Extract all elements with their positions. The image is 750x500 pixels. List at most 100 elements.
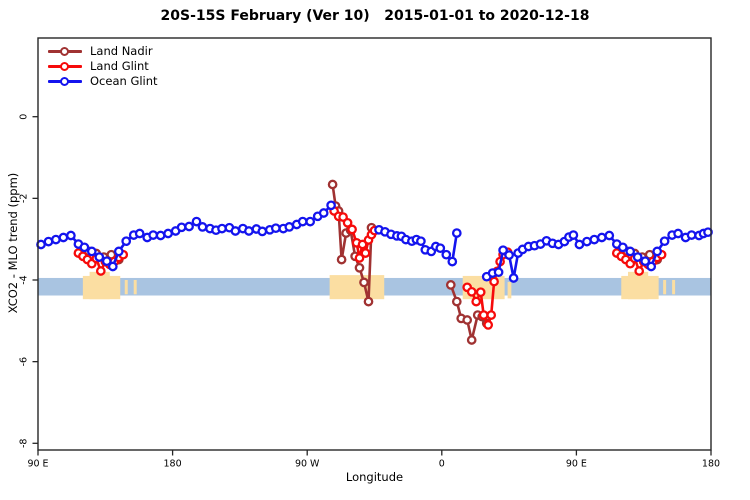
- ocean-glint-line-marker-icon: [48, 76, 82, 87]
- y-tick-label: -6: [19, 357, 30, 366]
- series-ocean-glint-point: [184, 221, 194, 232]
- x-tick-label: 90 E: [27, 459, 48, 470]
- series-ocean-glint-point: [297, 216, 308, 227]
- series-land-glint-point: [486, 310, 497, 320]
- x-axis-label: Longitude: [345, 470, 404, 484]
- x-tick-label: 90 W: [295, 459, 320, 470]
- highlight-region: [133, 280, 137, 295]
- series-land-glint-point: [360, 248, 371, 258]
- series-ocean-glint-point: [568, 230, 579, 240]
- highlight-region: [329, 275, 385, 300]
- series-ocean-glint-point: [155, 230, 166, 241]
- highlight-region: [124, 280, 128, 295]
- y-tick-label: -8: [19, 439, 30, 448]
- legend-item-ocean-glint: Ocean Glint: [48, 74, 158, 89]
- series-ocean-glint-point: [86, 246, 97, 257]
- series-ocean-glint-point: [589, 234, 600, 245]
- series-ocean-glint-point: [66, 230, 76, 241]
- legend-label: Land Glint: [90, 59, 149, 73]
- series-ocean-glint-point: [191, 216, 202, 227]
- highlight-region: [627, 271, 649, 300]
- series-ocean-glint-point: [451, 228, 462, 238]
- series-ocean-glint-point: [113, 246, 124, 257]
- series-ocean-glint-point: [596, 232, 607, 243]
- series-land-nadir-point: [363, 296, 374, 307]
- series-land-nadir-point: [354, 262, 365, 273]
- series-ocean-glint-point: [441, 249, 452, 260]
- plot-box: [37, 37, 712, 451]
- highlight-region: [89, 271, 110, 300]
- series-ocean-glint-point: [197, 222, 208, 232]
- series-ocean-glint-point: [270, 223, 281, 234]
- series-ocean-glint-point: [604, 230, 615, 241]
- series-land-nadir-point: [327, 179, 338, 190]
- series-land-glint-point: [357, 239, 368, 250]
- series-ocean-glint-point: [508, 273, 519, 283]
- series-ocean-glint-point: [416, 236, 426, 247]
- series-ocean-glint-point: [51, 234, 61, 245]
- series-ocean-glint-point: [652, 246, 663, 257]
- series-land-glint-point: [475, 287, 486, 298]
- x-tick-label: 0: [439, 459, 445, 470]
- highlight-region: [663, 280, 667, 295]
- series-land-nadir-point: [359, 277, 369, 288]
- series-land-nadir-point: [451, 296, 462, 307]
- series-ocean-glint-point: [244, 226, 254, 236]
- series-ocean-glint-point: [107, 261, 118, 272]
- series-ocean-glint-point: [498, 245, 508, 256]
- series-land-nadir-point: [445, 280, 456, 290]
- series-land-glint-point: [478, 310, 489, 320]
- series-ocean-glint-point: [101, 256, 112, 267]
- series-land-glint-point: [483, 320, 494, 330]
- series-land-glint-point: [354, 253, 365, 263]
- series-land-glint-point: [95, 266, 106, 276]
- y-axis-label: XCO2 - MLO trend (ppm): [6, 172, 20, 314]
- land-nadir-line-marker-icon: [48, 46, 82, 57]
- series-ocean-glint-point: [617, 242, 628, 253]
- series-ocean-glint-point: [163, 228, 173, 239]
- series-ocean-glint-point: [134, 228, 145, 239]
- series-ocean-glint-point: [176, 222, 187, 233]
- x-tick-label: 180: [164, 459, 182, 470]
- series-ocean-glint-point: [318, 208, 329, 218]
- series-ocean-glint-point: [121, 236, 132, 247]
- series-land-glint-point: [471, 296, 482, 307]
- x-tick-label: 90 E: [566, 459, 587, 470]
- series-land-nadir-point: [462, 315, 473, 325]
- land-glint-line-marker-icon: [48, 61, 82, 72]
- chart-title: 20S-15S February (Ver 10) 2015-01-01 to …: [160, 8, 590, 24]
- x-tick-label: 180: [702, 459, 720, 470]
- legend-item-land-nadir: Land Nadir: [48, 44, 158, 59]
- series-ocean-glint-point: [574, 239, 585, 250]
- series-ocean-glint-point: [625, 246, 636, 257]
- legend-item-land-glint: Land Glint: [48, 59, 158, 74]
- legend-label: Ocean Glint: [90, 74, 158, 88]
- y-tick-label: -4: [19, 275, 30, 284]
- series-ocean-glint-point: [673, 228, 683, 239]
- series-land-glint-point: [466, 286, 477, 297]
- y-tick-label: -2: [19, 194, 30, 203]
- series-ocean-glint-point: [217, 223, 227, 234]
- series-land-glint-point: [489, 276, 499, 287]
- legend-label: Land Nadir: [90, 44, 153, 58]
- series-ocean-glint-point: [447, 256, 458, 267]
- series-land-glint-point: [634, 266, 645, 276]
- legend: Land Nadir Land Glint Ocean Glint: [48, 44, 158, 89]
- series-ocean-glint-point: [79, 242, 90, 253]
- series-ocean-glint-point: [504, 250, 514, 260]
- highlight-region: [672, 280, 676, 295]
- series-ocean-glint-point: [326, 200, 336, 211]
- series-land-glint-point: [342, 217, 353, 228]
- series-land-nadir-point: [466, 335, 477, 345]
- series-ocean-glint-point: [493, 267, 504, 278]
- series-ocean-glint-point: [230, 226, 241, 236]
- series-ocean-glint-point: [58, 232, 69, 243]
- series-ocean-glint-point: [646, 261, 657, 272]
- series-ocean-glint-point: [94, 252, 105, 262]
- series-ocean-glint-point: [435, 243, 446, 254]
- y-tick-label: 0: [19, 114, 30, 120]
- series-ocean-glint-point: [257, 226, 268, 237]
- series-ocean-glint-point: [640, 256, 651, 267]
